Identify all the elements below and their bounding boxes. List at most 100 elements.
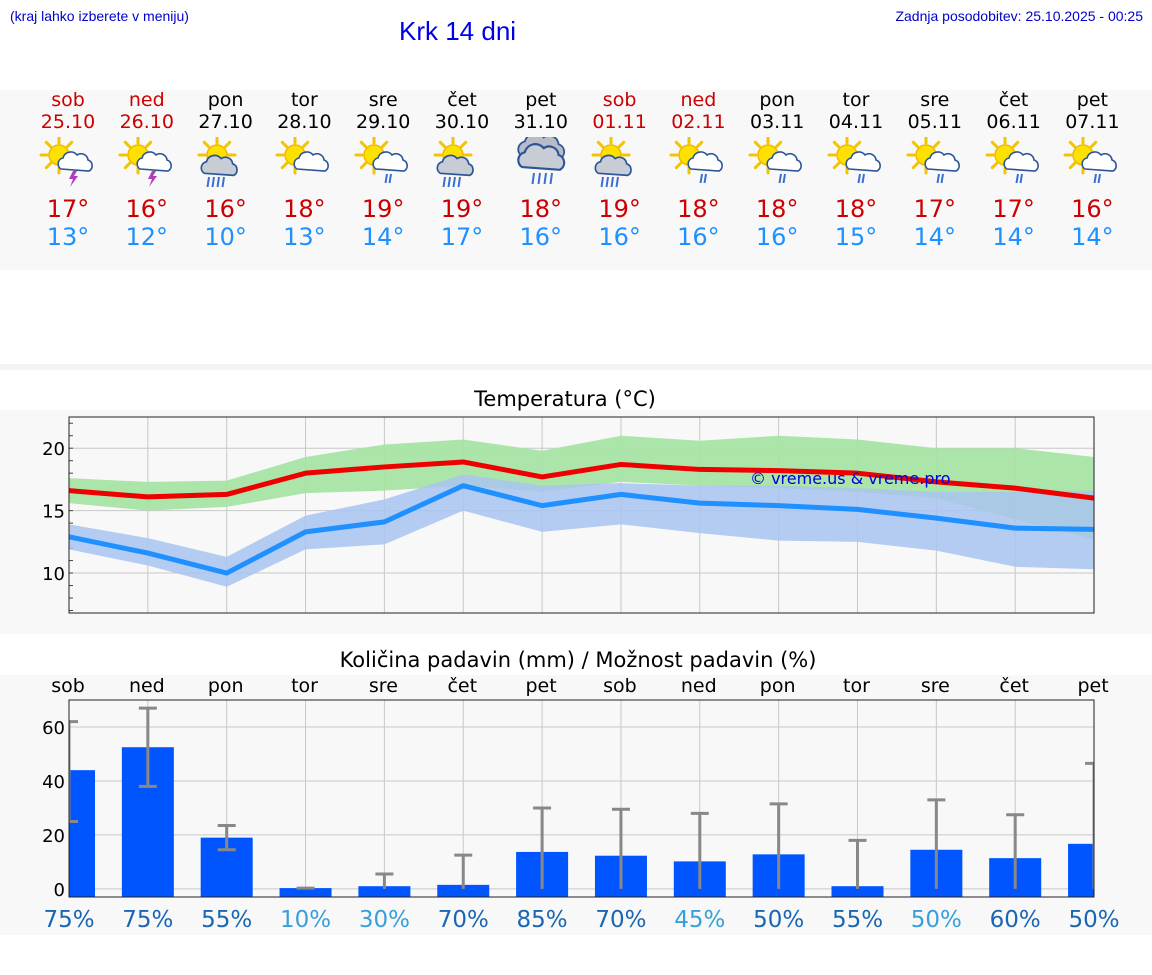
series-line-min [68, 483, 1095, 576]
temp-min: 15° [834, 223, 878, 251]
day-column[interactable]: pon 03.11 18° 16° [738, 89, 816, 251]
day-name: pet [525, 89, 557, 111]
temperature-chart-title: Temperatura (°C) [474, 387, 656, 411]
precip-probability: 50% [753, 907, 804, 933]
temperature-chart: 10 15 20 © vreme.us & vreme.pro [42, 416, 1095, 614]
temp-max: 18° [677, 195, 720, 223]
plot-frame [68, 699, 1095, 898]
day-name: čet [998, 89, 1029, 111]
day-label: ned [681, 675, 717, 697]
day-label: sre [369, 675, 398, 697]
temp-min: 14° [1071, 223, 1114, 251]
page-title: Krk 14 dni [399, 16, 517, 46]
temp-max: 17° [913, 195, 957, 223]
day-date: 27.10 [198, 111, 253, 133]
sun-cloud-rain-icon [748, 137, 803, 184]
precip-bar [1068, 843, 1094, 897]
day-label: čet [999, 675, 1029, 697]
day-name: pon [759, 89, 796, 111]
sun-rain-heavy-icon [591, 137, 632, 188]
sun-cloud-icon [275, 137, 330, 175]
range-band-min [69, 474, 1095, 587]
temp-max: 17° [46, 195, 90, 223]
sun-rain-heavy-icon [433, 137, 474, 188]
day-label: čet [447, 675, 477, 697]
y-tick-label: 0 [54, 880, 65, 901]
day-label: sob [603, 675, 637, 697]
day-column[interactable]: sob 25.10 17° 13° [29, 89, 107, 251]
precip-bar [279, 888, 332, 897]
day-date: 26.10 [119, 111, 174, 133]
temp-max: 16° [204, 195, 247, 223]
precip-bar [437, 884, 490, 897]
temp-max: 18° [834, 195, 878, 223]
precip-probability: 50% [1068, 907, 1119, 933]
day-label: pon [208, 675, 244, 697]
day-name: sob [602, 89, 637, 111]
precip-probability: 75% [43, 907, 94, 933]
day-column[interactable]: pon 27.10 16° 10° [187, 89, 265, 251]
day-label: tor [291, 675, 318, 697]
day-column[interactable]: sre 05.11 17° 14° [896, 89, 974, 251]
sun-rain-heavy-icon [197, 137, 238, 188]
day-label: pon [760, 675, 796, 697]
sun-cloud-rain-icon [669, 137, 724, 184]
temp-max: 18° [519, 195, 563, 223]
temp-min: 16° [677, 223, 720, 251]
precip-probability: 30% [359, 907, 410, 933]
precipitation-chart: sob ned pon tor sre čet pet sob ned pon tor sre čet p… [42, 675, 1120, 933]
day-column[interactable]: ned 26.10 16° 12° [108, 89, 186, 251]
day-name: tor [290, 89, 318, 111]
divider [0, 364, 1152, 370]
series-line-max [68, 459, 1095, 501]
temp-max: 16° [1071, 195, 1114, 223]
day-name: sob [51, 89, 85, 111]
forecast-strip [0, 90, 1152, 270]
precip-probability: 50% [911, 907, 962, 933]
y-tick-label: 60 [42, 718, 65, 739]
day-column[interactable]: sre 29.10 19° 14° [344, 89, 422, 251]
y-tick-label: 20 [42, 439, 65, 460]
temp-min: 14° [992, 223, 1035, 251]
precip-bar [831, 886, 884, 897]
day-label: sob [51, 675, 85, 697]
temp-min: 16° [755, 223, 799, 251]
day-date: 01.11 [592, 111, 647, 133]
day-column[interactable]: tor 28.10 18° 13° [265, 89, 343, 251]
day-name: pet [1076, 89, 1108, 111]
day-column[interactable]: pet 31.10 18° 16° [502, 89, 580, 251]
temp-max: 17° [992, 195, 1035, 223]
precip-probability: 70% [438, 907, 489, 933]
plot-frame [68, 416, 1095, 614]
day-date: 31.10 [513, 111, 568, 133]
precipitation-chart-title: Količina padavin (mm) / Možnost padavin … [339, 648, 817, 672]
day-date: 29.10 [355, 111, 411, 133]
temp-max: 18° [755, 195, 799, 223]
precip-probability: 70% [595, 907, 646, 933]
day-date: 07.11 [1065, 111, 1120, 133]
precip-bar [358, 886, 411, 897]
precip-probability: 45% [674, 907, 725, 933]
day-column[interactable]: pet 07.11 16° 14° [1053, 89, 1131, 251]
sun-cloud-thunder-icon [39, 137, 93, 187]
day-column[interactable]: ned 02.11 18° 16° [659, 89, 737, 251]
temp-min: 17° [440, 223, 484, 251]
day-column[interactable]: tor 04.11 18° 15° [817, 89, 895, 251]
precip-probability: 10% [280, 907, 331, 933]
day-column[interactable]: sob 01.11 19° 16° [581, 89, 659, 251]
temp-min: 13° [46, 223, 90, 251]
day-date: 30.10 [434, 111, 490, 133]
day-date: 06.11 [986, 111, 1041, 133]
day-label: pet [525, 675, 556, 697]
day-date: 02.11 [671, 111, 726, 133]
day-column[interactable]: čet 06.11 17° 14° [975, 89, 1053, 251]
precip-probability: 75% [122, 907, 173, 933]
day-name: sre [368, 89, 398, 111]
day-name: pon [207, 89, 244, 111]
region-hint[interactable]: (kraj lahko izberete v meniju) [10, 8, 189, 24]
day-date: 04.11 [828, 111, 884, 133]
day-date: 25.10 [40, 111, 96, 133]
day-label: tor [843, 675, 870, 697]
day-column[interactable]: čet 30.10 19° 17° [423, 89, 501, 251]
day-name: ned [128, 89, 165, 111]
